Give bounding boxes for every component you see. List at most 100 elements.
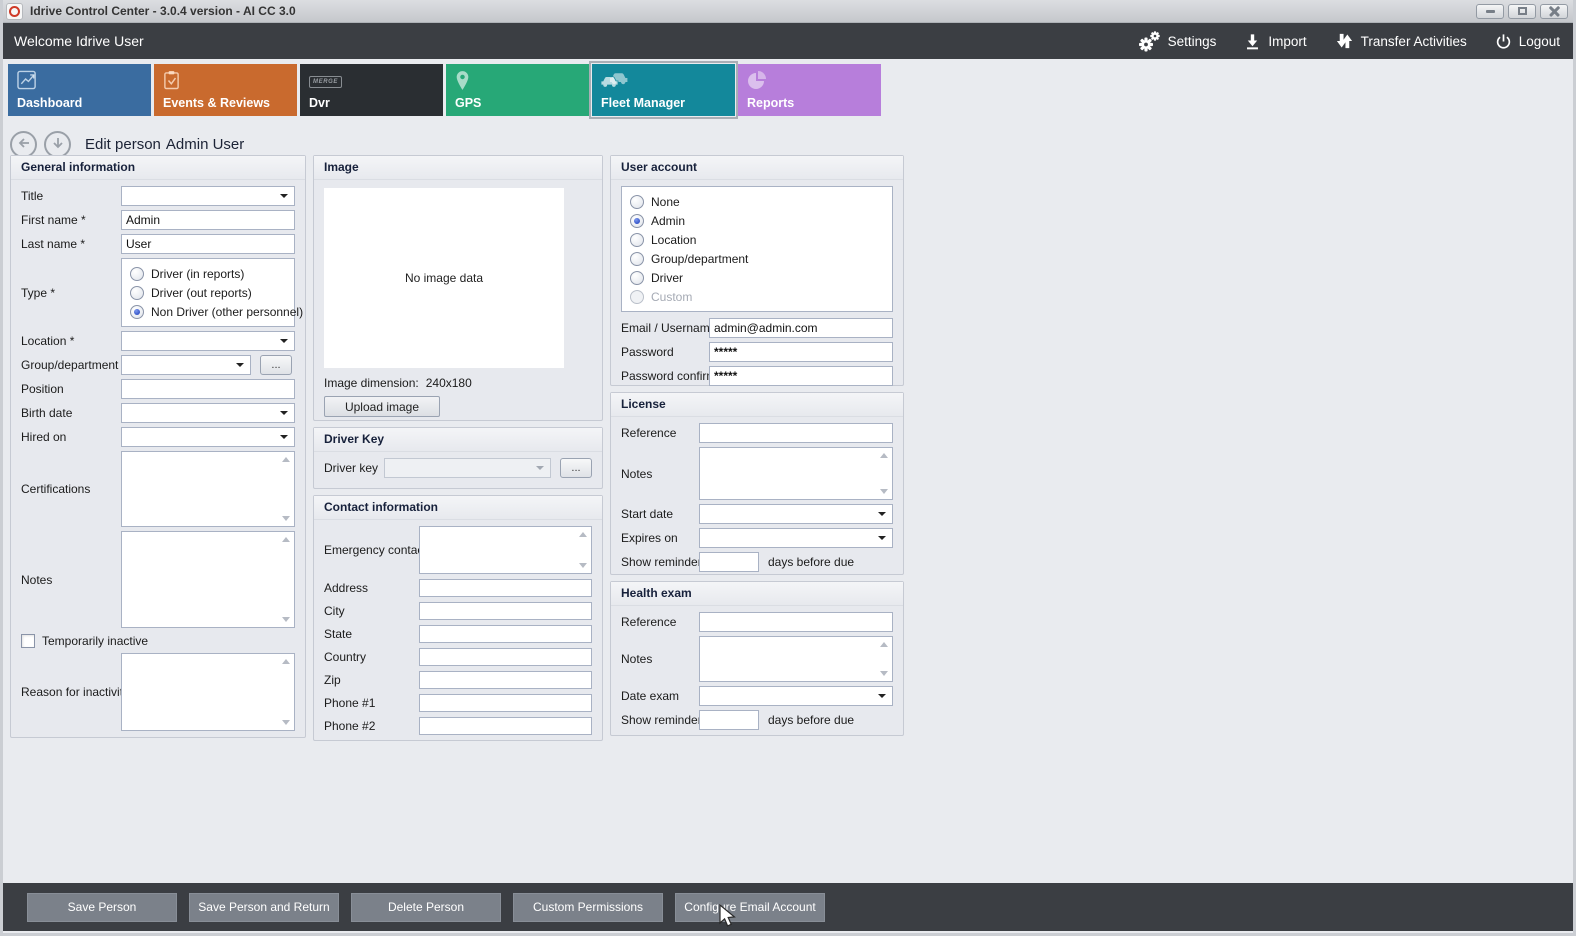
license-reminder-days-input[interactable] <box>699 552 759 572</box>
start-date-dropdown[interactable] <box>699 504 893 524</box>
password-confirm-input[interactable] <box>709 366 893 386</box>
position-input[interactable] <box>121 379 295 399</box>
address-input[interactable] <box>419 579 592 597</box>
logout-button[interactable]: Logout <box>1495 33 1560 50</box>
emergency-contact-row: Emergency contact <box>324 526 592 574</box>
city-input[interactable] <box>419 602 592 620</box>
country-input[interactable] <box>419 648 592 666</box>
account-option-none[interactable]: None <box>630 192 884 211</box>
location-dropdown[interactable] <box>121 331 295 351</box>
health-reminder-days-input[interactable] <box>699 710 759 730</box>
scroll-up-icon <box>579 532 587 537</box>
address-label: Address <box>324 581 369 595</box>
radio-checked-icon <box>130 304 144 319</box>
zip-label: Zip <box>324 673 341 687</box>
page-action: Edit person <box>85 136 161 153</box>
radio-label: Custom <box>651 289 693 304</box>
minimize-icon <box>1485 9 1495 13</box>
settings-label: Settings <box>1167 33 1217 49</box>
date-exam-dropdown[interactable] <box>699 686 893 706</box>
transfer-activities-button[interactable]: Transfer Activities <box>1335 31 1467 51</box>
import-button[interactable]: Import <box>1244 33 1307 50</box>
tab-reports[interactable]: Reports <box>738 64 881 116</box>
tab-label: Reports <box>747 96 795 110</box>
reason-field-row: Reason for inactivity <box>21 653 295 731</box>
scroll-down-icon <box>880 489 888 494</box>
tab-dashboard[interactable]: Dashboard <box>8 64 151 116</box>
account-option-custom: Custom <box>630 287 884 306</box>
tab-events-reviews[interactable]: Events & Reviews <box>154 64 297 116</box>
radio-icon <box>130 285 144 300</box>
tab-dvr[interactable]: MERGE Dvr <box>300 64 443 116</box>
user-account-panel: User account None Admin Location Group/d… <box>610 155 904 386</box>
person-image-placeholder: No image data <box>324 188 564 368</box>
delete-person-button[interactable]: Delete Person <box>351 892 501 922</box>
configure-email-account-button[interactable]: Configure Email Account <box>675 892 825 922</box>
group-department-dropdown[interactable] <box>121 355 251 375</box>
radio-checked-icon <box>630 213 644 228</box>
radio-label: Driver <box>651 270 683 285</box>
panel-title: Contact information <box>314 496 602 520</box>
health-reference-label: Reference <box>621 615 677 629</box>
phone1-input[interactable] <box>419 694 592 712</box>
tab-fleet-manager[interactable]: Fleet Manager <box>589 61 738 119</box>
country-label: Country <box>324 650 367 664</box>
account-option-location[interactable]: Location <box>630 230 884 249</box>
start-date-label: Start date <box>621 507 674 521</box>
driver-key-dropdown[interactable] <box>384 458 551 478</box>
group-browse-button[interactable]: ... <box>260 355 292 375</box>
first-name-input[interactable] <box>121 210 295 230</box>
save-person-and-return-button[interactable]: Save Person and Return <box>189 892 339 922</box>
hired-on-dropdown[interactable] <box>121 427 295 447</box>
zip-input[interactable] <box>419 671 592 689</box>
maximize-button[interactable] <box>1508 3 1536 19</box>
account-option-group-department[interactable]: Group/department <box>630 249 884 268</box>
birth-date-dropdown[interactable] <box>121 403 295 423</box>
email-username-input[interactable] <box>709 318 893 338</box>
state-input[interactable] <box>419 625 592 643</box>
license-reference-input[interactable] <box>699 423 893 443</box>
type-option-driver-in-reports[interactable]: Driver (in reports) <box>130 264 286 283</box>
contact-information-panel: Contact information Emergency contact Ad… <box>313 495 603 741</box>
title-dropdown[interactable] <box>121 186 295 206</box>
emergency-contact-textarea[interactable] <box>419 526 592 574</box>
scroll-up-icon <box>282 457 290 462</box>
certifications-textarea[interactable] <box>121 451 295 527</box>
minimize-button[interactable] <box>1476 3 1504 19</box>
temporarily-inactive-label: Temporarily inactive <box>42 633 149 648</box>
chevron-down-icon <box>878 512 886 516</box>
person-name: Admin User <box>165 136 245 153</box>
health-reference-input[interactable] <box>699 612 893 632</box>
down-button[interactable] <box>44 131 71 158</box>
type-option-driver-out-reports[interactable]: Driver (out reports) <box>130 283 286 302</box>
expires-on-dropdown[interactable] <box>699 528 893 548</box>
tab-gps[interactable]: GPS <box>446 64 589 116</box>
city-row: City <box>324 602 592 620</box>
temporarily-inactive-checkbox[interactable] <box>21 633 35 648</box>
upload-image-button[interactable]: Upload image <box>324 396 440 417</box>
back-button[interactable] <box>10 131 37 158</box>
health-notes-textarea[interactable] <box>699 636 893 682</box>
date-exam-row: Date exam <box>621 686 893 706</box>
radio-icon <box>630 270 644 285</box>
account-option-admin[interactable]: Admin <box>630 211 884 230</box>
scroll-down-icon <box>282 617 290 622</box>
account-option-driver[interactable]: Driver <box>630 268 884 287</box>
driver-key-browse-button[interactable]: ... <box>560 458 592 478</box>
birth-date-label: Birth date <box>21 406 73 420</box>
notes-textarea[interactable] <box>121 531 295 628</box>
type-option-non-driver[interactable]: Non Driver (other personnel) <box>130 302 303 321</box>
password-input[interactable] <box>709 342 893 362</box>
radio-label: Location <box>651 232 697 247</box>
phone2-input[interactable] <box>419 717 592 735</box>
last-name-input[interactable] <box>121 234 295 254</box>
license-notes-textarea[interactable] <box>699 447 893 500</box>
no-image-text: No image data <box>404 271 484 285</box>
settings-button[interactable]: Settings <box>1138 30 1217 52</box>
custom-permissions-button[interactable]: Custom Permissions <box>513 892 663 922</box>
close-button[interactable] <box>1540 3 1568 19</box>
reason-textarea[interactable] <box>121 653 295 731</box>
save-person-button[interactable]: Save Person <box>27 892 177 922</box>
radio-icon <box>630 232 644 247</box>
panel-title: Driver Key <box>314 428 602 452</box>
